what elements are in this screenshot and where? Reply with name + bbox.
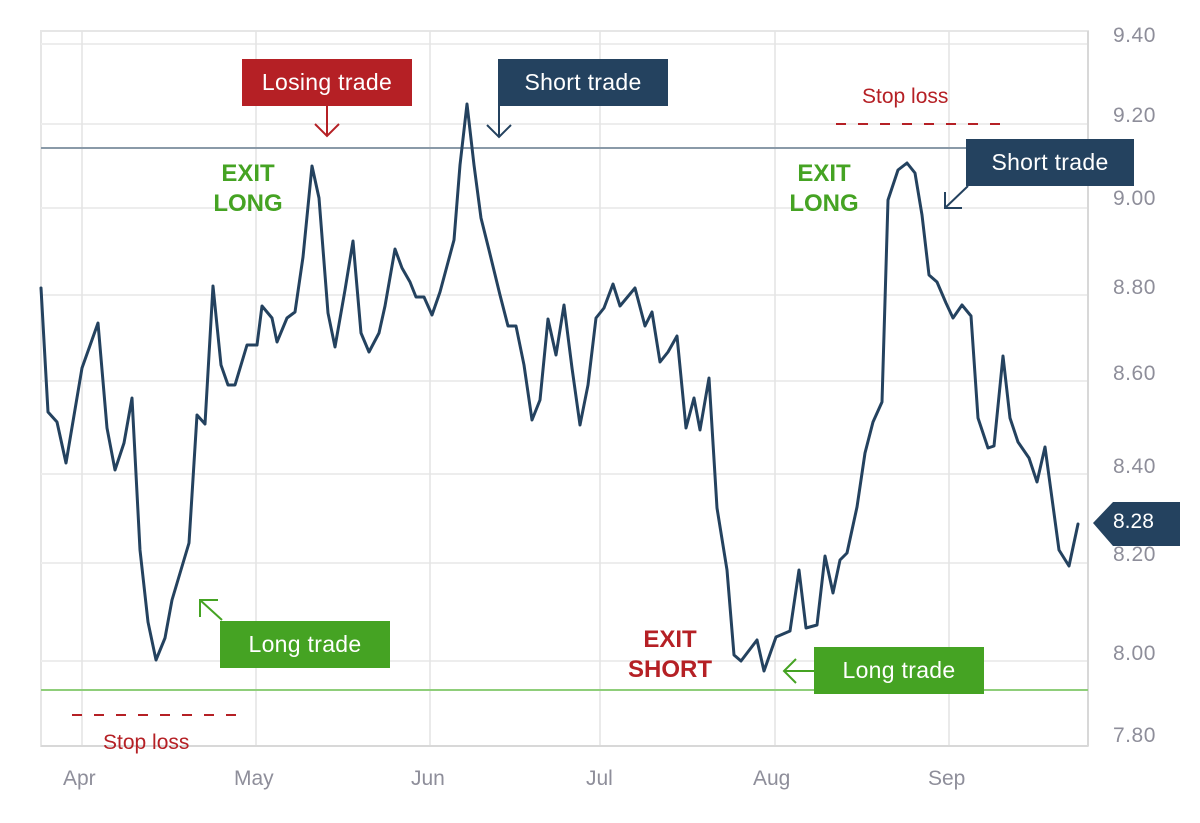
x-tick-sep: Sep bbox=[928, 767, 966, 790]
x-tick-jun: Jun bbox=[411, 767, 445, 790]
annotation-arrows bbox=[199, 106, 969, 684]
short-trade-label: Short trade bbox=[966, 139, 1134, 186]
y-tick-8.20: 8.20 bbox=[1113, 543, 1156, 566]
y-tick-8.80: 8.80 bbox=[1113, 276, 1156, 299]
x-tick-apr: Apr bbox=[63, 767, 96, 790]
stop-loss-label-bottom: Stop loss bbox=[103, 731, 190, 754]
x-tick-aug: Aug bbox=[753, 767, 791, 790]
exit-long-label: EXIT LONG bbox=[196, 159, 300, 219]
y-tick-9.00: 9.00 bbox=[1113, 187, 1156, 210]
arrow-down-left-icon bbox=[944, 185, 969, 209]
exit-long-line2: LONG bbox=[213, 190, 283, 217]
long-trade-label: Long trade bbox=[220, 621, 390, 668]
y-tick-9.20: 9.20 bbox=[1113, 104, 1156, 127]
losing-trade-label: Losing trade bbox=[242, 59, 412, 106]
exit-long-line1: EXIT bbox=[797, 160, 851, 187]
plot-frame bbox=[40, 30, 1089, 747]
vertical-gridlines bbox=[81, 31, 950, 746]
short-trade-label: Short trade bbox=[498, 59, 668, 106]
exit-long-line1: EXIT bbox=[221, 160, 275, 187]
arrow-up-left-icon bbox=[199, 599, 223, 621]
price-line bbox=[39, 102, 1080, 673]
y-tick-8.00: 8.00 bbox=[1113, 642, 1156, 665]
y-tick-8.40: 8.40 bbox=[1113, 455, 1156, 478]
y-tick-8.60: 8.60 bbox=[1113, 362, 1156, 385]
y-tick-7.80: 7.80 bbox=[1113, 724, 1156, 747]
arrow-down-icon bbox=[314, 106, 340, 138]
horizontal-gridlines bbox=[41, 43, 1088, 662]
x-tick-may: May bbox=[234, 767, 274, 790]
exit-short-label: EXIT SHORT bbox=[614, 625, 726, 685]
arrow-down-icon bbox=[486, 106, 512, 139]
exit-long-label: EXIT LONG bbox=[772, 159, 876, 219]
exit-short-line2: SHORT bbox=[628, 656, 712, 683]
arrow-left-icon bbox=[782, 658, 814, 684]
stop-loss-label-top: Stop loss bbox=[862, 85, 949, 108]
current-price-value: 8.28 bbox=[1113, 510, 1154, 533]
long-trade-label: Long trade bbox=[814, 647, 984, 694]
exit-short-line1: EXIT bbox=[643, 626, 697, 653]
current-price-badge bbox=[1093, 502, 1180, 546]
y-tick-9.40: 9.40 bbox=[1113, 24, 1156, 47]
x-tick-jul: Jul bbox=[586, 767, 613, 790]
exit-long-line2: LONG bbox=[789, 190, 859, 217]
